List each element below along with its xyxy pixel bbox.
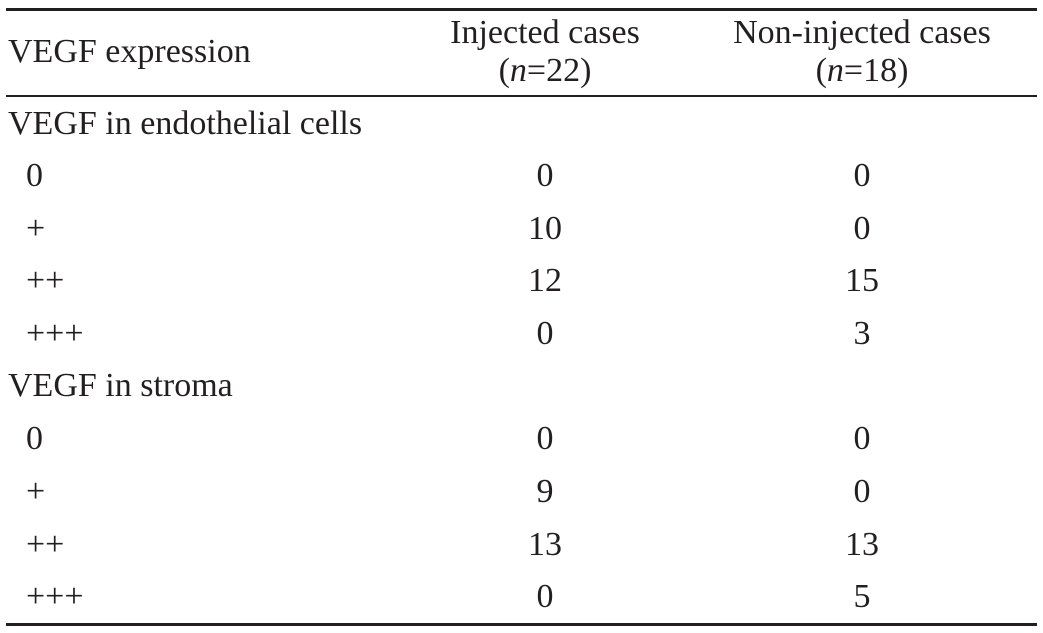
header-noninjected-title: Non-injected cases: [733, 14, 991, 51]
header-injected-n: (n=22): [498, 52, 592, 89]
row-noninjected-value: 0: [853, 157, 871, 194]
row-injected-value: 0: [536, 157, 554, 194]
row-grade: 0: [26, 157, 43, 194]
row-injected-value: 12: [528, 262, 562, 299]
row-injected-value: 0: [536, 315, 554, 352]
section-title-stroma: VEGF in stroma: [8, 367, 233, 404]
row-grade: +++: [26, 578, 84, 615]
row-noninjected-value: 13: [845, 526, 879, 563]
row-grade: ++: [26, 262, 65, 299]
row-injected-value: 0: [536, 578, 554, 615]
header-injected-title: Injected cases: [450, 14, 640, 51]
row-noninjected-value: 0: [853, 473, 871, 510]
row-noninjected-value: 15: [845, 262, 879, 299]
bottom-rule: [6, 623, 1037, 626]
header-noninjected-n: (n=18): [815, 52, 909, 89]
top-rule: [6, 8, 1037, 11]
row-noninjected-value: 5: [853, 578, 871, 615]
header-label: VEGF expression: [8, 33, 251, 70]
row-injected-value: 10: [528, 210, 562, 247]
row-grade: +++: [26, 315, 84, 352]
header-injected: Injected cases (n=22): [445, 14, 645, 90]
row-injected-value: 13: [528, 526, 562, 563]
row-noninjected-value: 0: [853, 420, 871, 457]
row-grade: 0: [26, 420, 43, 457]
row-noninjected-value: 3: [853, 315, 871, 352]
row-grade: +: [26, 473, 46, 510]
row-grade: +: [26, 210, 46, 247]
row-injected-value: 9: [536, 473, 554, 510]
header-noninjected: Non-injected cases (n=18): [712, 14, 1012, 90]
row-grade: ++: [26, 526, 65, 563]
row-injected-value: 0: [536, 420, 554, 457]
section-title-endothelial: VEGF in endothelial cells: [8, 105, 363, 142]
row-noninjected-value: 0: [853, 210, 871, 247]
header-rule: [6, 95, 1037, 97]
